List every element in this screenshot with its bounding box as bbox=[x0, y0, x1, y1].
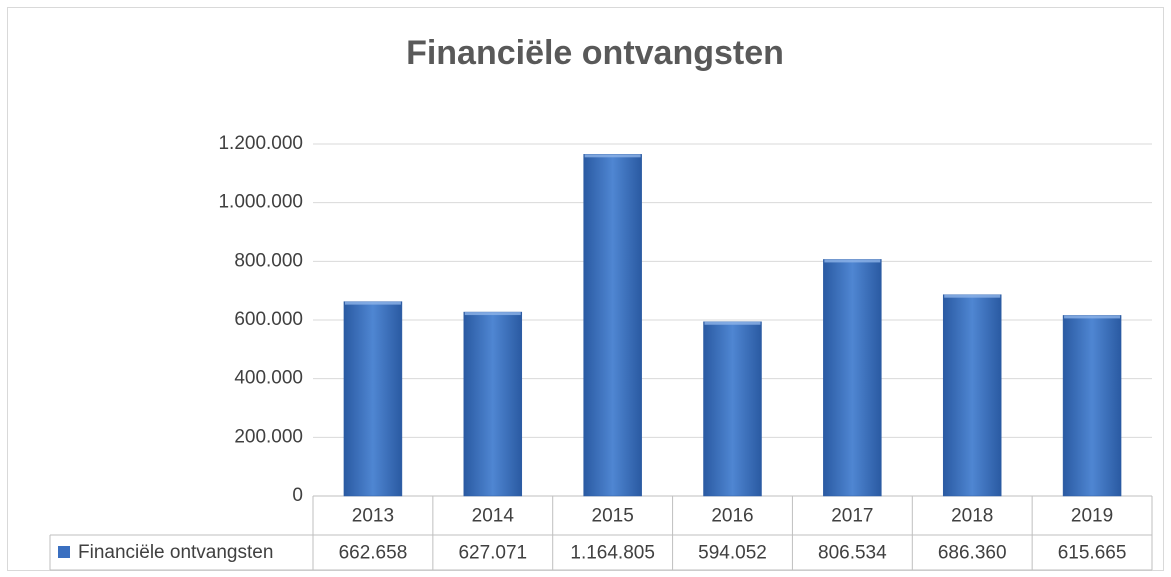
y-tick-label: 400.000 bbox=[234, 368, 303, 389]
x-tick-label: 2014 bbox=[472, 506, 515, 527]
bar bbox=[583, 154, 642, 497]
y-tick-label: 600.000 bbox=[234, 309, 303, 330]
y-tick-label: 200.000 bbox=[234, 426, 303, 447]
legend-label: Financiële ontvangsten bbox=[78, 542, 273, 563]
bar bbox=[343, 301, 403, 497]
bar bbox=[942, 294, 1002, 497]
bar bbox=[463, 311, 523, 497]
y-tick-label: 800.000 bbox=[234, 250, 303, 271]
table-value: 686.360 bbox=[938, 543, 1007, 564]
y-tick-label: 1.200.000 bbox=[218, 133, 303, 154]
x-tick-label: 2013 bbox=[352, 506, 394, 527]
bar bbox=[703, 321, 762, 497]
bar-highlight bbox=[944, 294, 1001, 298]
x-tick-label: 2017 bbox=[831, 506, 873, 527]
table-value: 1.164.805 bbox=[570, 543, 655, 564]
y-tick-label: 1.000.000 bbox=[218, 192, 303, 213]
bar-highlight bbox=[344, 301, 401, 305]
bar bbox=[823, 259, 882, 497]
table-value: 594.052 bbox=[698, 543, 767, 564]
table-value: 662.658 bbox=[339, 543, 408, 564]
x-tick-label: 2015 bbox=[592, 506, 634, 527]
table-value: 806.534 bbox=[818, 543, 887, 564]
bar-highlight bbox=[1064, 315, 1121, 319]
chart-title: Financiële ontvangsten bbox=[406, 34, 784, 72]
x-tick-label: 2019 bbox=[1071, 506, 1113, 527]
x-tick-label: 2018 bbox=[951, 506, 993, 527]
bar-highlight bbox=[584, 154, 641, 158]
x-tick-label: 2016 bbox=[711, 506, 753, 527]
y-tick-label: 0 bbox=[292, 485, 303, 506]
table-value: 627.071 bbox=[458, 543, 527, 564]
bar-highlight bbox=[464, 312, 521, 316]
bar-highlight bbox=[824, 259, 881, 263]
bar-highlight bbox=[704, 321, 761, 325]
bar bbox=[1062, 315, 1122, 497]
legend-swatch bbox=[58, 546, 70, 558]
table-value: 615.665 bbox=[1058, 543, 1127, 564]
